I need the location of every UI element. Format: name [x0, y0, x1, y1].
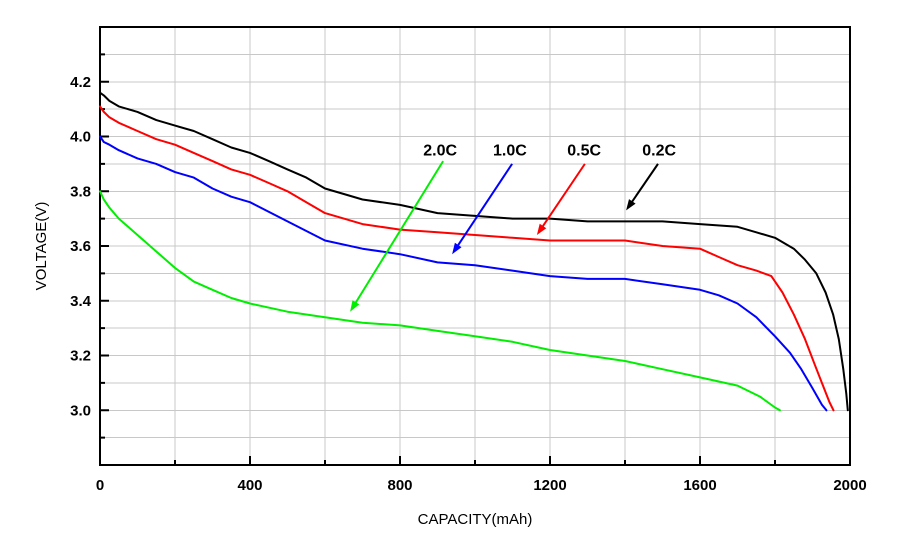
annotation-label: 0.5C [567, 143, 601, 160]
annotation-label: 0.2C [642, 143, 676, 160]
y-tick-label: 3.8 [70, 183, 91, 200]
x-tick-label: 1200 [533, 477, 566, 494]
annotation-arrowhead [452, 242, 462, 255]
annotation-arrow-line [629, 163, 659, 205]
series-1.0C [99, 135, 828, 412]
x-tick-label: 1600 [683, 477, 716, 494]
series-0.5C [99, 105, 835, 412]
annotation-2.0C: 2.0C [350, 143, 457, 312]
y-tick-label: 3.6 [70, 238, 91, 255]
annotation-arrow-line [455, 163, 513, 249]
x-axis-title: CAPACITY(mAh) [417, 511, 533, 528]
x-tick-label: 2000 [833, 477, 866, 494]
series-0.2C [99, 91, 849, 412]
y-tick-label: 3.2 [70, 348, 91, 365]
annotation-label: 2.0C [423, 143, 457, 160]
y-tick-label: 4.2 [70, 74, 91, 91]
axis-ticks [99, 53, 851, 465]
annotation-arrow-line [540, 163, 586, 229]
annotation-arrowhead [350, 300, 360, 312]
y-tick-label: 4.0 [70, 129, 91, 146]
x-tick-label: 400 [237, 477, 262, 494]
series [99, 91, 849, 412]
annotation-arrowhead [626, 199, 636, 211]
tick-labels: 0 400 800 1200 1600 2000 3.0 3.2 3.4 3.6 3.8 4.0 4.2 [70, 74, 867, 494]
annotation-label: 1.0C [493, 143, 527, 160]
annotation-1.0C: 1.0C [452, 143, 527, 255]
x-tick-label: 800 [387, 477, 412, 494]
annotation-arrow-line [353, 160, 444, 306]
y-tick-label: 3.0 [70, 402, 91, 419]
annotations: 2.0C 1.0C 0.5C 0.2C [350, 143, 676, 312]
annotation-0.2C: 0.2C [626, 143, 676, 211]
y-axis-title: VOLTAGE(V) [33, 201, 50, 291]
annotation-0.5C: 0.5C [536, 143, 601, 235]
x-tick-label: 0 [96, 477, 104, 494]
y-tick-label: 3.4 [70, 293, 92, 310]
gridlines [100, 27, 850, 465]
annotation-arrowhead [536, 223, 547, 235]
series-2.0C [99, 190, 781, 412]
